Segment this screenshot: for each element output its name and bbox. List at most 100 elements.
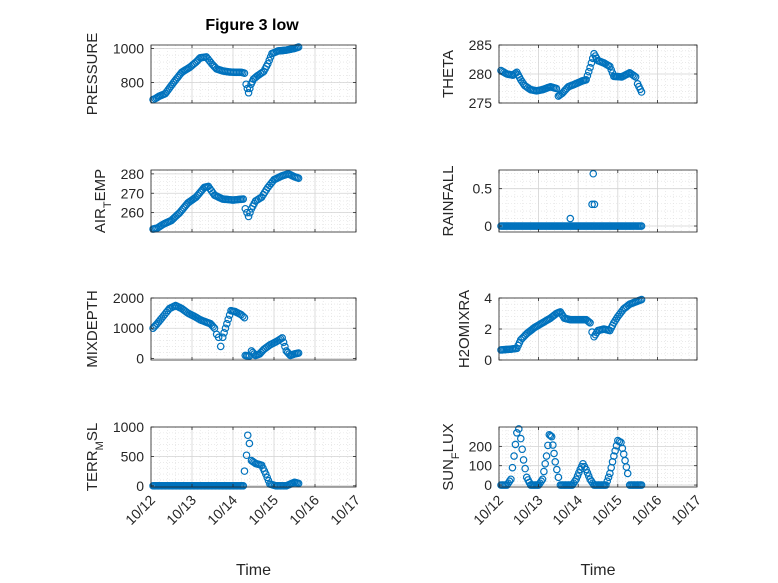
- data-point: [243, 84, 252, 93]
- data-point: [544, 441, 552, 450]
- data-point: [602, 481, 610, 489]
- x-tick-label: 10/14: [204, 492, 240, 528]
- data-point: [223, 319, 231, 328]
- axes-frame: [150, 169, 357, 233]
- axes-frame: [150, 426, 357, 488]
- data-point: [240, 69, 249, 77]
- y-tick-label: 0: [484, 218, 492, 234]
- y-axis-label: SUNFLUX: [440, 423, 462, 491]
- x-tick-label: 10/15: [245, 492, 281, 528]
- data-point: [637, 88, 646, 96]
- data-point: [590, 200, 599, 209]
- data-point: [637, 222, 646, 230]
- x-tick-label: 10/16: [628, 492, 664, 528]
- data-point: [209, 322, 217, 331]
- data-point: [547, 432, 556, 441]
- data-point: [546, 431, 555, 440]
- axes-frame: [498, 169, 698, 233]
- y-axis-label: MIXDEPTH: [84, 290, 101, 368]
- subplot-pressure: 800 1000 PRESSURE: [84, 33, 357, 116]
- y-tick-label: 0: [484, 352, 492, 368]
- data-point: [637, 481, 646, 489]
- data-point: [239, 312, 247, 320]
- data-point: [584, 317, 593, 326]
- data-point: [551, 458, 560, 466]
- y-tick-label: 270: [121, 185, 145, 201]
- subplot-mixdepth: 0 1000 2000 MIXDEPTH: [84, 290, 357, 368]
- x-axis-label: Time: [581, 562, 616, 579]
- data-point: [537, 477, 546, 485]
- data-point: [221, 324, 230, 333]
- data-point: [604, 473, 613, 482]
- y-tick-label: 0: [484, 477, 492, 493]
- x-tick-label: 10/15: [589, 492, 625, 528]
- figure-title: Figure 3 low: [205, 17, 299, 34]
- x-tick-label: 10/12: [470, 492, 506, 528]
- axes-frame: [150, 44, 357, 104]
- data-point: [588, 200, 596, 209]
- x-axis-label: Time: [236, 562, 271, 579]
- y-tick-label: 2000: [113, 290, 144, 306]
- data-point: [552, 84, 561, 93]
- data-point: [542, 452, 551, 460]
- data-point: [586, 63, 594, 72]
- subplot-sun-flux: 10/12 10/13 10/14 10/15 10/16 10/17 0 100 200 SUN…: [440, 423, 704, 579]
- y-tick-label: 200: [469, 438, 493, 454]
- plot-area: [151, 427, 356, 487]
- y-axis-label: AIRTEMP: [92, 169, 114, 233]
- data-point: [516, 434, 525, 443]
- y-axis-label: TERRMSL: [84, 423, 106, 491]
- data-point: [553, 465, 561, 474]
- data-point: [513, 429, 521, 437]
- y-axis-label: PRESSURE: [84, 33, 101, 116]
- plot-area: [499, 427, 697, 487]
- data-point: [245, 439, 254, 448]
- y-axis-label: RAINFALL: [440, 166, 457, 237]
- data-point: [218, 333, 227, 342]
- y-tick-label: 0: [136, 350, 144, 366]
- x-tick-label: 10/14: [549, 492, 585, 528]
- y-tick-label: 2: [484, 321, 492, 337]
- y-tick-label: 100: [469, 458, 493, 474]
- data-point: [550, 449, 558, 458]
- axes-frame: [498, 426, 698, 488]
- data-point: [518, 445, 526, 454]
- x-tick-label: 10/17: [668, 492, 704, 528]
- data-point: [566, 214, 575, 223]
- data-point: [519, 456, 528, 464]
- data-point: [610, 452, 618, 460]
- data-point: [294, 43, 303, 51]
- data-point: [623, 469, 632, 478]
- y-tick-label: 500: [121, 448, 145, 464]
- data-point: [265, 56, 274, 65]
- data-point: [521, 464, 529, 473]
- y-tick-label: 285: [469, 37, 493, 53]
- data-point: [239, 482, 248, 490]
- data-point: [242, 80, 250, 89]
- data-point: [214, 333, 223, 342]
- data-point: [239, 195, 248, 203]
- data-point: [584, 67, 593, 76]
- data-point: [243, 208, 251, 217]
- data-point: [240, 467, 249, 475]
- data-point: [244, 212, 253, 221]
- data-point: [244, 88, 253, 97]
- data-point: [246, 208, 254, 217]
- subplot-h2omixra: 0 2 4 H2OMIXRA: [456, 290, 698, 368]
- x-tick-label: 10/13: [510, 492, 546, 528]
- data-point: [538, 475, 547, 484]
- x-tick-label: 10/17: [327, 492, 363, 528]
- data-point: [545, 430, 554, 439]
- data-point: [264, 59, 272, 68]
- y-tick-label: 0.5: [473, 181, 493, 197]
- data-point: [243, 431, 252, 440]
- data-point: [242, 451, 251, 460]
- data-point: [603, 477, 612, 485]
- data-point: [554, 473, 563, 482]
- data-point: [586, 318, 594, 327]
- data-point: [587, 59, 596, 67]
- data-point: [508, 463, 517, 472]
- data-point: [294, 174, 303, 182]
- data-point: [507, 475, 515, 484]
